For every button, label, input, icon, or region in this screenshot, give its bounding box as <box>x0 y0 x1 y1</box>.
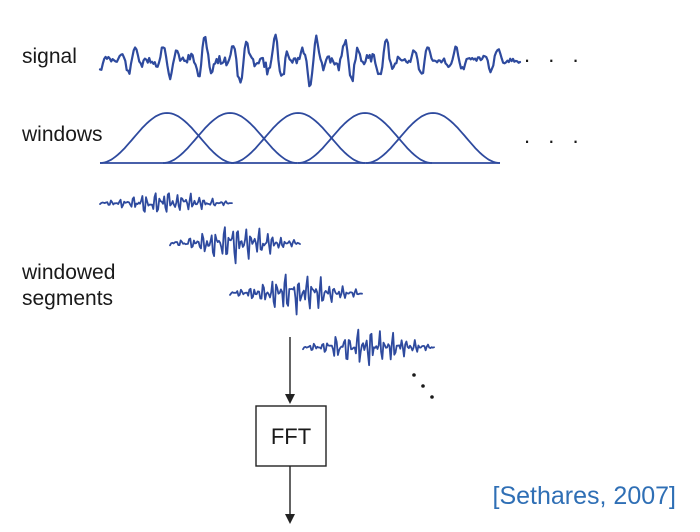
windowed-segment-3 <box>229 273 363 316</box>
window-bump <box>230 112 366 164</box>
signal-label: signal <box>22 45 77 68</box>
windowed-segment-4 <box>302 328 435 367</box>
signal-waveform <box>98 33 522 88</box>
windowed-segment-1 <box>99 192 233 213</box>
window-functions <box>99 112 501 164</box>
fft-label: FFT <box>271 424 311 449</box>
windows-label: windows <box>21 123 103 146</box>
window-bump <box>365 112 501 164</box>
windowed-label: windowed <box>21 261 115 284</box>
window-bump <box>297 112 433 164</box>
citation: [Sethares, 2007] <box>493 482 676 510</box>
window-bump <box>162 112 298 164</box>
window-bump <box>99 112 235 164</box>
windows-ellipsis: . . . <box>524 123 585 148</box>
arrow-from-fft-head <box>285 514 295 524</box>
fft-box <box>255 405 327 467</box>
segments-ellipsis <box>412 373 434 399</box>
arrow-to-fft-head <box>285 394 295 404</box>
windowed-segment-2 <box>169 226 301 265</box>
signal-ellipsis: . . . <box>524 42 585 67</box>
segments-label: segments <box>22 287 113 310</box>
